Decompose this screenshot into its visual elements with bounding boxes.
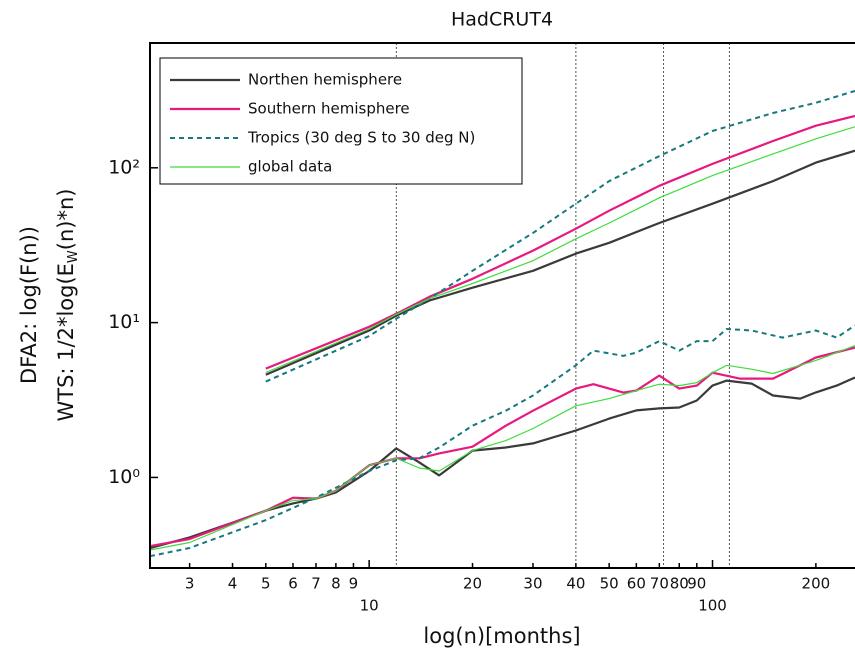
x-tick-label: 3	[185, 575, 195, 593]
x-axis-label: log(n)[months]	[423, 624, 580, 648]
legend-label: global data	[248, 158, 332, 176]
x-tick-label: 20	[463, 575, 482, 593]
x-tick-label: 5	[261, 575, 271, 593]
x-tick-label: 6	[288, 575, 298, 593]
x-tick-label: 40	[566, 575, 585, 593]
y-label-line: WTS: 1/2*log(EW(n)*n)	[54, 188, 81, 421]
x-tick-label: 70	[650, 575, 669, 593]
x-tick-label: 50	[600, 575, 619, 593]
x-tick-label: 9	[349, 575, 359, 593]
y-axis-label: DFA2: log(F(n)) WTS: 1/2*log(EW(n)*n)	[17, 188, 81, 421]
x-tick-label: 7	[311, 575, 321, 593]
legend-label: Northen hemisphere	[248, 71, 402, 89]
y-label-part: (n)*n)	[54, 188, 78, 250]
legend-label: Tropics (30 deg S to 30 deg N)	[247, 129, 475, 147]
series-line	[150, 345, 855, 551]
x-tick-label: 4	[228, 575, 238, 593]
x-tick-label: 80	[670, 575, 689, 593]
series-line	[265, 126, 855, 374]
y-label-sub: W	[66, 250, 81, 263]
y-tick-label: 10⁰	[108, 466, 140, 488]
x-tick-label: 200	[802, 575, 831, 593]
axes-frame	[149, 42, 855, 569]
x-tick-label: 100	[698, 597, 727, 615]
series-line	[265, 89, 855, 383]
x-tick-label: 10	[360, 597, 379, 615]
chart-title: HadCRUT4	[451, 9, 553, 31]
x-tick-label: 30	[523, 575, 542, 593]
legend: Northen hemisphere Southern hemisphere Tro…	[159, 57, 523, 185]
legend-label: Southern hemisphere	[248, 100, 410, 118]
y-tick-label: 10²	[108, 156, 140, 178]
series-line	[265, 149, 855, 376]
series-line	[150, 376, 855, 550]
x-tick-label: 90	[687, 575, 706, 593]
x-tick-label: 60	[627, 575, 646, 593]
plot-area	[150, 43, 855, 568]
x-tick-label: 8	[331, 575, 341, 593]
y-label-line: DFA2: log(F(n))	[17, 226, 41, 384]
y-tick-label: 10¹	[108, 311, 140, 333]
y-label-part: WTS: 1/2*log(E	[54, 263, 78, 421]
series-line	[150, 324, 855, 558]
